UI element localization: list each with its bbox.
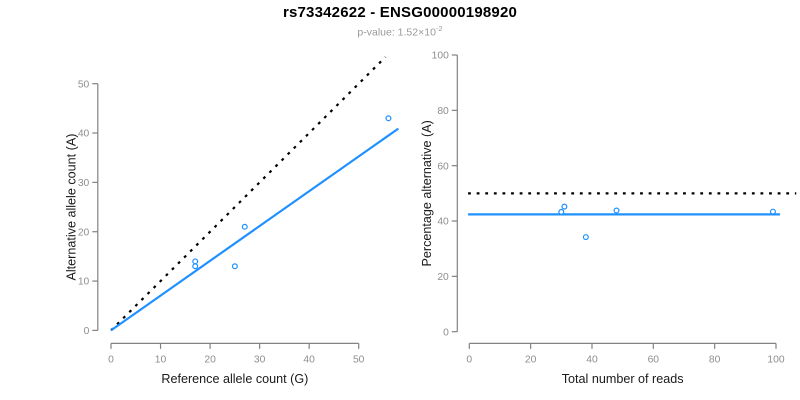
data-point <box>385 115 392 122</box>
data-point <box>769 208 776 215</box>
x-tick-label: 100 <box>767 355 784 366</box>
x-tick-label: 50 <box>353 355 365 366</box>
y-tick-label: 30 <box>78 178 90 189</box>
y-tick-label: 40 <box>437 217 449 228</box>
x-tick-label: 80 <box>709 355 721 366</box>
x-tick-label: 0 <box>108 355 114 366</box>
data-point <box>231 263 238 270</box>
figure-subtitle: p-value: 1.52×10-2 <box>0 24 800 39</box>
p-value-exponent: -2 <box>435 24 443 33</box>
y-tick-label: 80 <box>437 106 449 117</box>
data-point <box>613 207 620 214</box>
x-tick-label: 20 <box>525 355 537 366</box>
y-tick-label: 100 <box>432 51 449 62</box>
x-tick-label: 10 <box>155 355 167 366</box>
y-tick-label: 60 <box>437 161 449 172</box>
x-tick-label: 40 <box>303 355 315 366</box>
y-tick-label: 20 <box>437 272 449 283</box>
data-point <box>561 203 568 210</box>
y-axis-title: Percentage alternative (A) <box>420 120 434 266</box>
x-tick-label: 60 <box>648 355 660 366</box>
y-tick-label: 0 <box>443 327 449 338</box>
y-tick-label: 50 <box>78 79 90 90</box>
y-axis-title: Alternative allele count (A) <box>65 134 79 281</box>
x-tick-label: 20 <box>204 355 216 366</box>
figure-title: rs73342622 - ENSG00000198920 <box>282 4 518 21</box>
data-point <box>582 234 589 241</box>
x-tick-label: 40 <box>586 355 598 366</box>
y-tick-label: 20 <box>78 227 90 238</box>
identity-line <box>110 56 387 332</box>
x-axis-title: Total number of reads <box>562 372 684 386</box>
x-tick-label: 30 <box>254 355 266 366</box>
data-point <box>192 263 199 270</box>
data-point <box>192 258 199 265</box>
y-tick-label: 40 <box>78 129 90 140</box>
x-axis-title: Reference allele count (G) <box>161 372 308 386</box>
data-point <box>241 223 248 230</box>
x-tick-label: 0 <box>466 355 472 366</box>
p-value-text: p-value: 1.52×10 <box>357 26 436 39</box>
y-tick-label: 10 <box>78 277 90 288</box>
y-tick-label: 0 <box>84 326 90 337</box>
data-point <box>558 208 565 215</box>
fit-line <box>110 127 399 332</box>
